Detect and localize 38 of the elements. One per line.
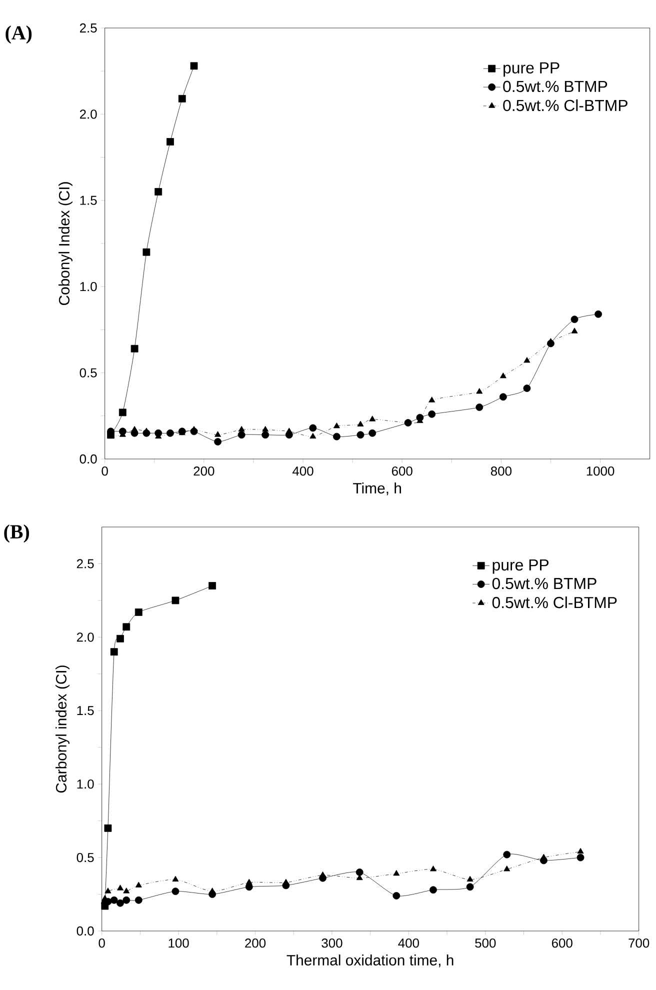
- x-axis-title: Thermal oxidation time, h: [286, 954, 454, 968]
- y-tick-label: 0.5: [80, 368, 97, 378]
- x-tick-label: 600: [552, 938, 573, 948]
- y-tick-label: 1.0: [80, 282, 97, 292]
- x-tick-label: 400: [292, 466, 314, 476]
- y-tick-label: 2.5: [80, 23, 97, 33]
- y-tick-label: 1.0: [77, 779, 94, 789]
- x-tick-label: 600: [392, 466, 412, 476]
- chart-title: (B): [4, 524, 30, 543]
- x-tick-label: 700: [628, 938, 650, 948]
- x-tick-label: 800: [491, 466, 512, 476]
- x-tick-label: 0: [102, 466, 108, 476]
- x-axis-title: Time, h: [353, 482, 402, 496]
- y-tick-label: 2.0: [77, 632, 94, 642]
- y-tick-label: 0.0: [80, 454, 97, 464]
- x-tick-label: 200: [245, 938, 266, 948]
- y-tick-label: 0.5: [76, 852, 94, 862]
- x-tick-label: 1000: [586, 466, 614, 476]
- x-tick-label: 400: [398, 938, 420, 948]
- chart-title: (A): [6, 26, 32, 44]
- y-tick-label: 1.5: [80, 196, 97, 205]
- legend-label: 0.5wt.% BTMP: [503, 80, 608, 92]
- legend-label: pure PP: [492, 559, 549, 574]
- x-tick-label: 0: [98, 938, 106, 948]
- y-axis-title: Carbonyl index (CI): [56, 666, 70, 793]
- x-tick-label: 300: [322, 938, 342, 948]
- legend-label: 0.5wt.% Cl-BTMP: [492, 596, 617, 608]
- y-axis-title: Cobonyl Index (CI): [58, 182, 73, 306]
- x-tick-label: 100: [168, 938, 189, 948]
- legend-label: 0.5wt.% Cl-BTMP: [503, 99, 628, 112]
- x-tick-label: 200: [194, 466, 214, 476]
- y-tick-label: 2.5: [77, 559, 94, 568]
- legend-label: pure PP: [504, 62, 560, 77]
- y-tick-label: 0.0: [76, 926, 94, 936]
- y-tick-label: 2.0: [80, 110, 97, 119]
- x-tick-label: 500: [475, 938, 496, 948]
- y-tick-label: 1.5: [77, 706, 94, 716]
- legend-label: 0.5wt.% BTMP: [492, 578, 596, 590]
